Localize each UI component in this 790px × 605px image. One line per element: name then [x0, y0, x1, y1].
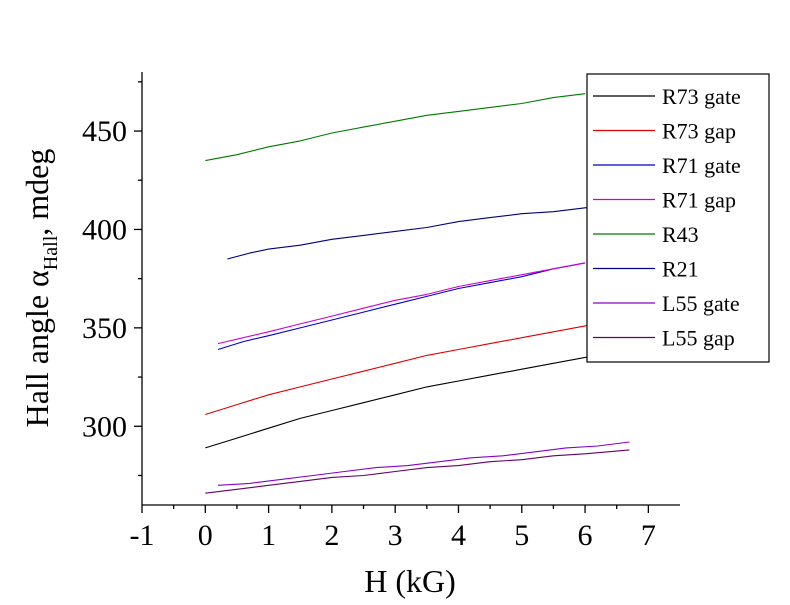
x-tick-label: 6 — [578, 519, 593, 552]
axis-ticks — [134, 81, 650, 513]
series-lines — [205, 93, 630, 494]
legend-label: R73 gap — [662, 119, 736, 144]
legend-label: L55 gap — [662, 326, 735, 351]
series-line-r71-gate — [217, 262, 586, 351]
y-tick-label: 400 — [82, 213, 127, 246]
series-line-r71-gap — [217, 262, 586, 345]
y-tick-label: 300 — [82, 410, 127, 443]
series-line-r73-gate — [205, 352, 617, 449]
y-axis-title-subscript: Hall — [40, 235, 62, 270]
y-axis-title: Hall angle αHall, mdeg — [19, 149, 62, 428]
x-tick-label: -1 — [130, 519, 155, 552]
series-line-l55-gap — [205, 449, 630, 494]
legend-label: L55 gate — [662, 291, 740, 316]
x-tick-label: 2 — [324, 519, 339, 552]
x-tick-label: 1 — [261, 519, 276, 552]
x-tick-label: 3 — [388, 519, 403, 552]
legend-label: R71 gate — [662, 153, 741, 178]
tick-labels: -1 0 1 2 3 4 5 6 7 300 350 400 450 — [82, 115, 656, 552]
series-line-r73-gap — [205, 319, 617, 416]
legend-label: R21 — [662, 257, 699, 282]
y-tick-label: 450 — [82, 115, 127, 148]
y-tick-label: 350 — [82, 312, 127, 345]
x-tick-label: 7 — [641, 519, 656, 552]
legend-label: R43 — [662, 222, 699, 247]
series-line-r43 — [205, 93, 586, 162]
x-axis-title: H (kG) — [364, 563, 456, 599]
y-axis-title-tail: , mdeg — [19, 149, 55, 236]
x-tick-label: 5 — [514, 519, 529, 552]
series-line-r21 — [227, 205, 617, 260]
legend-label: R71 gap — [662, 188, 736, 213]
x-tick-label: 4 — [451, 519, 466, 552]
y-axis-title-main: Hall angle α — [19, 270, 55, 427]
legend: R73 gate R73 gap R71 gate R71 gap R43 R21 L55 … — [586, 73, 770, 363]
series-line-l55-gate — [217, 441, 630, 486]
legend-label: R73 gate — [662, 84, 741, 109]
x-tick-label: 0 — [198, 519, 213, 552]
legend-box — [586, 73, 770, 363]
